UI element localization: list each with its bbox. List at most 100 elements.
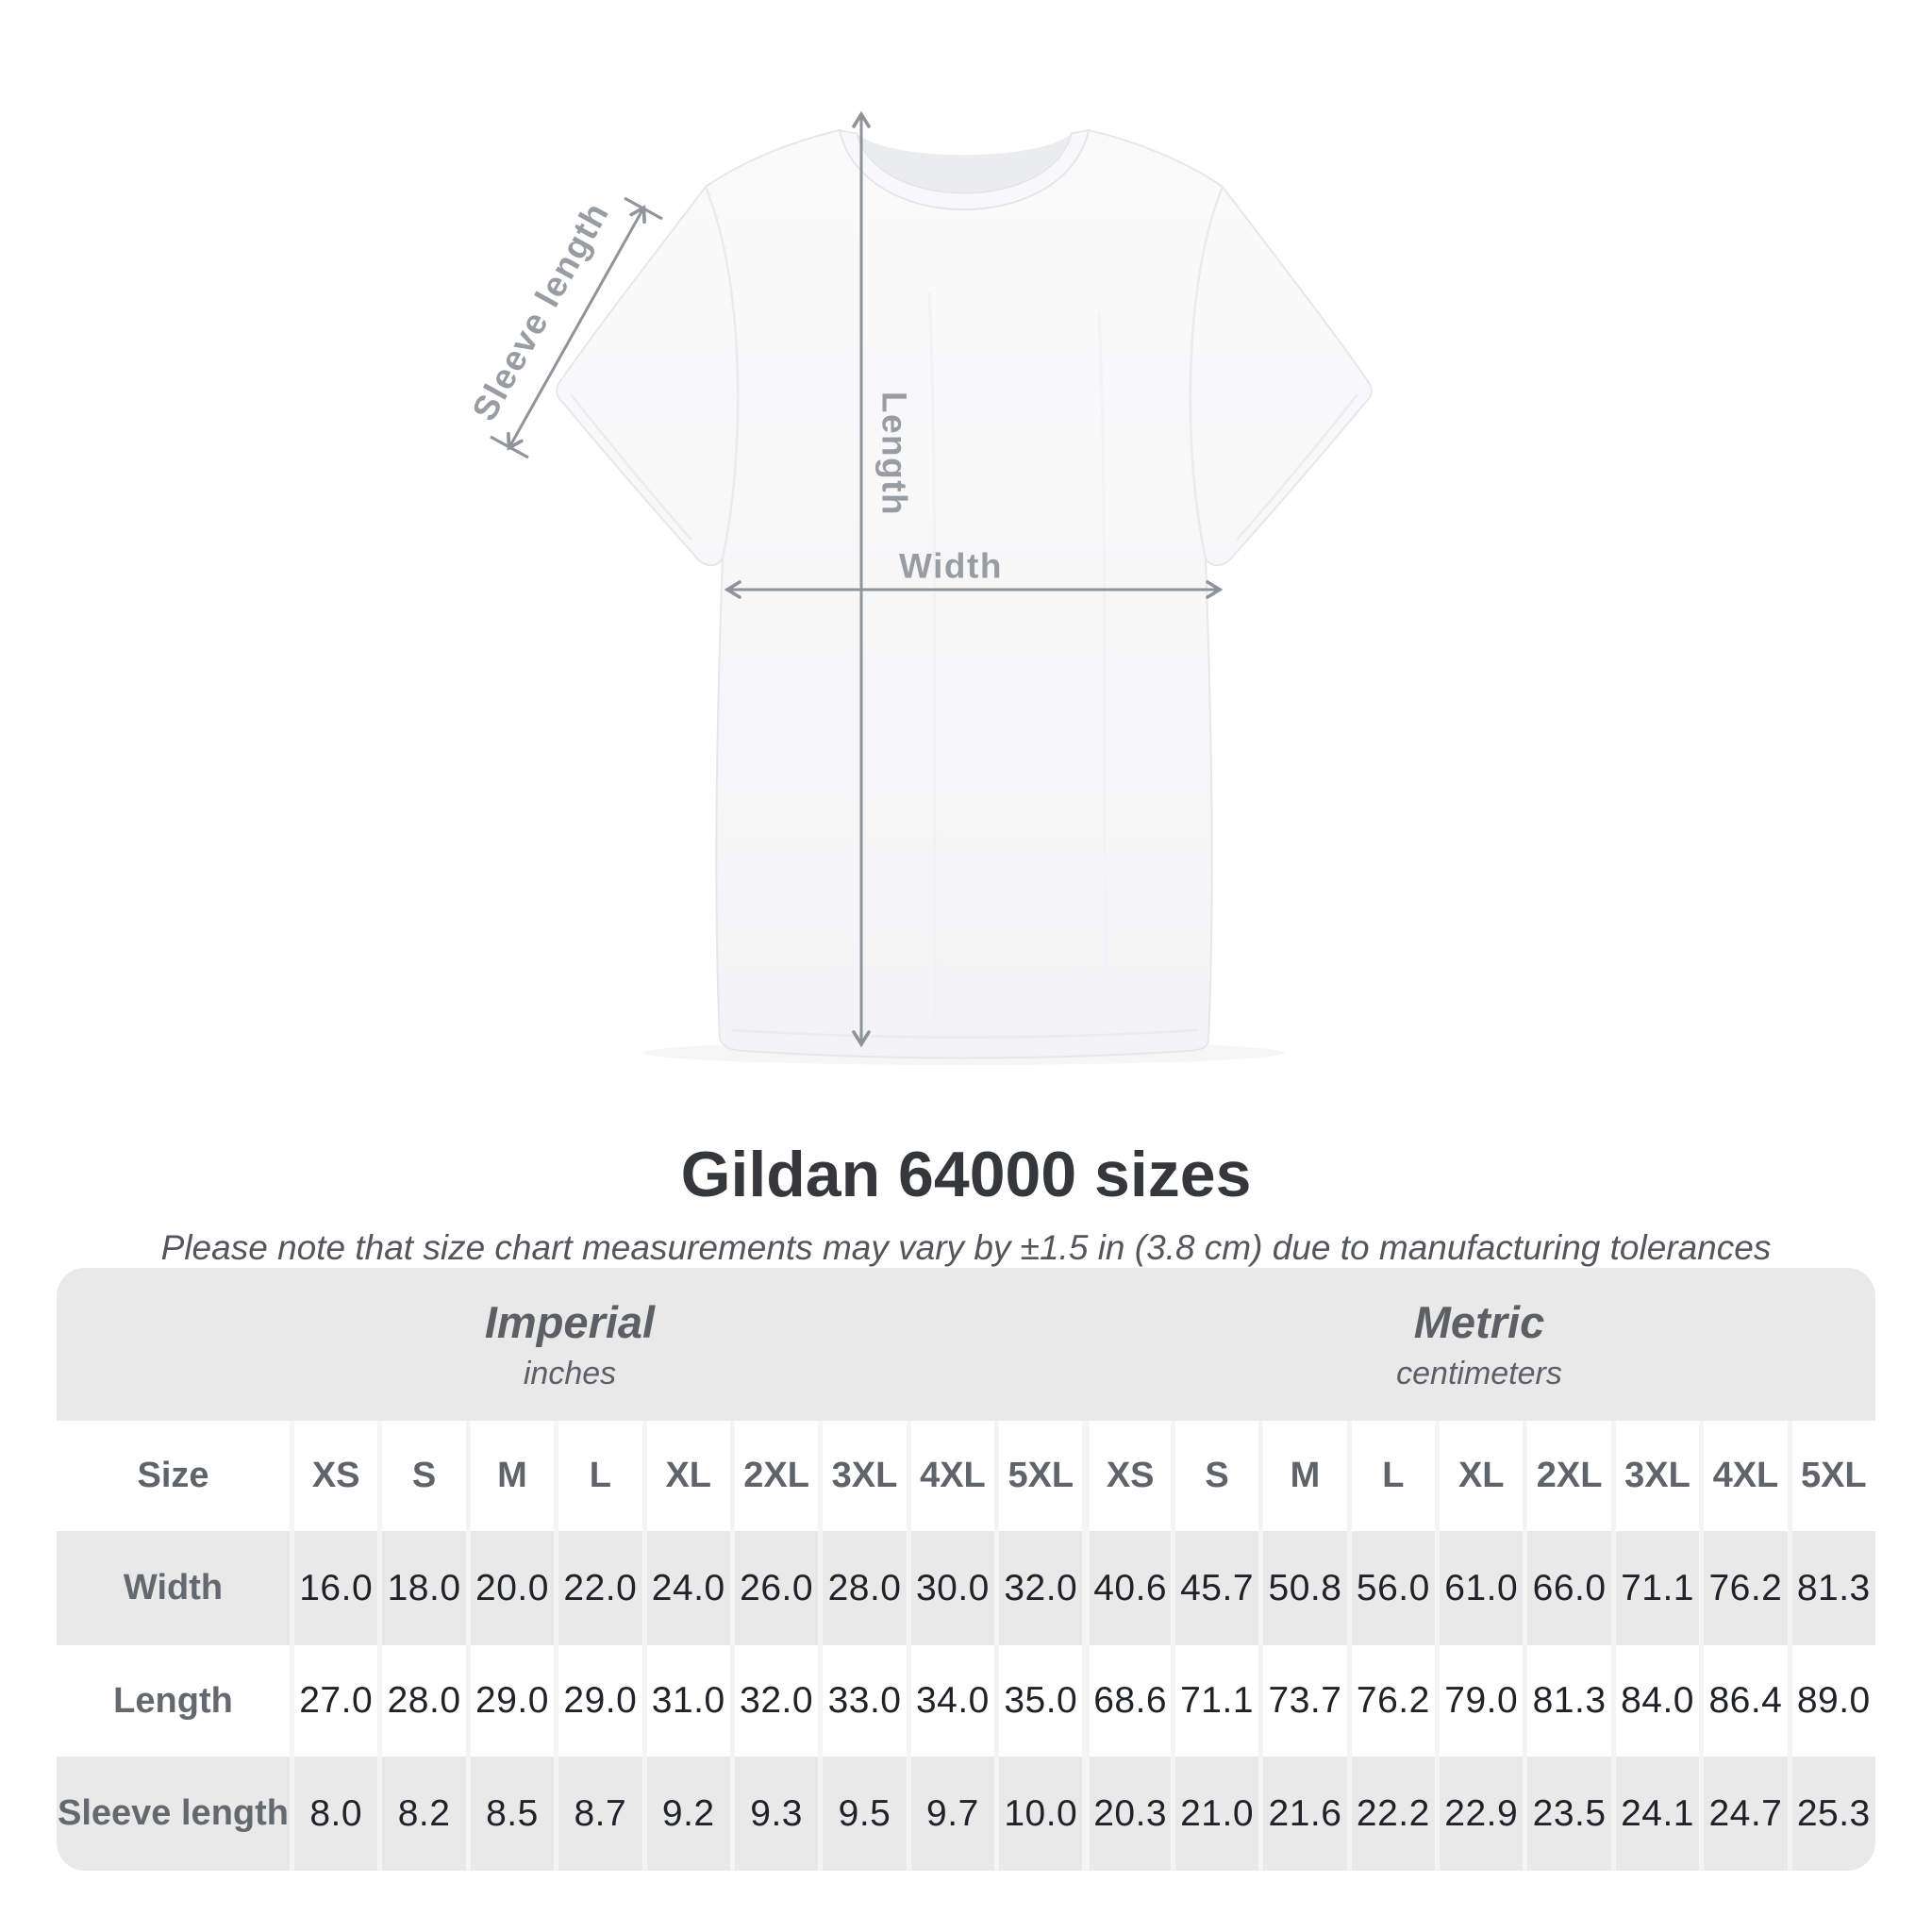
size-header-imperial-XS: XS: [290, 1421, 378, 1531]
value-cell-metric: 21.0: [1170, 1757, 1258, 1871]
metric-section-header: Metric centimeters: [1083, 1268, 1875, 1421]
metric-unit: centimeters: [1396, 1356, 1562, 1391]
size-header-metric-2XL: 2XL: [1523, 1421, 1611, 1531]
value-cell-imperial: 20.0: [465, 1531, 554, 1645]
sleeve-arrow-end-tick-top: [624, 196, 663, 221]
page-title: Gildan 64000 sizes: [680, 1139, 1252, 1210]
value-cell-imperial: 9.7: [906, 1757, 994, 1871]
size-header-metric-XL: XL: [1435, 1421, 1524, 1531]
value-cell-metric: 71.1: [1170, 1645, 1259, 1757]
left-armhole-seam: [704, 186, 740, 559]
value-cell-metric: 24.1: [1610, 1757, 1699, 1871]
value-cell-imperial: 32.0: [994, 1531, 1082, 1645]
value-cell-metric: 81.3: [1787, 1531, 1875, 1645]
size-table: Imperial inches Metric centimeters Size X…: [57, 1268, 1875, 1871]
value-cell-imperial: 26.0: [729, 1531, 818, 1645]
size-header-metric-XS: XS: [1082, 1421, 1171, 1531]
size-header-metric-M: M: [1258, 1421, 1347, 1531]
value-cell-imperial: 29.0: [554, 1645, 642, 1757]
length-label: Length: [875, 391, 914, 516]
value-cell-metric: 79.0: [1435, 1645, 1524, 1757]
value-cell-metric: 89.0: [1787, 1645, 1875, 1757]
value-cell-metric: 56.0: [1346, 1531, 1435, 1645]
shirt-body: [556, 129, 1373, 1059]
value-cell-imperial: 22.0: [554, 1531, 641, 1645]
collar-inner-shadow: [857, 133, 1072, 193]
value-cell-imperial: 9.2: [641, 1757, 730, 1871]
size-header-imperial-S: S: [377, 1421, 466, 1531]
value-cell-metric: 76.2: [1699, 1531, 1787, 1645]
value-cell-imperial: 29.0: [465, 1645, 555, 1757]
size-header-imperial-5XL: 5XL: [994, 1421, 1083, 1531]
value-cell-metric: 40.6: [1082, 1531, 1170, 1645]
tshirt-diagram: Sleeve length Length Width: [465, 110, 1373, 1059]
value-cell-imperial: 8.0: [290, 1757, 377, 1871]
value-cell-imperial: 8.5: [465, 1757, 554, 1871]
value-cell-metric: 84.0: [1610, 1645, 1700, 1757]
size-header-imperial-4XL: 4XL: [906, 1421, 995, 1531]
value-cell-metric: 81.3: [1523, 1645, 1611, 1757]
value-cell-imperial: 8.2: [377, 1757, 465, 1871]
size-header-imperial-M: M: [465, 1421, 555, 1531]
sleeve-arrow-end-tick-bottom: [490, 435, 529, 459]
value-cell-metric: 21.6: [1258, 1757, 1346, 1871]
value-cell-imperial: 33.0: [818, 1645, 907, 1757]
size-header-metric-3XL: 3XL: [1610, 1421, 1700, 1531]
value-cell-metric: 50.8: [1258, 1531, 1346, 1645]
value-cell-metric: 22.9: [1435, 1757, 1523, 1871]
imperial-unit: inches: [523, 1356, 617, 1391]
row-label: Sleeve length: [58, 1793, 289, 1833]
fabric-fold-2: [1097, 310, 1108, 1024]
imperial-title: Imperial: [484, 1297, 656, 1347]
metric-title: Metric: [1413, 1297, 1545, 1347]
row-label: Width: [123, 1568, 224, 1607]
value-cell-metric: 86.4: [1699, 1645, 1788, 1757]
value-cell-metric: 61.0: [1435, 1531, 1523, 1645]
value-cell-imperial: 8.7: [554, 1757, 641, 1871]
value-cell-metric: 45.7: [1170, 1531, 1258, 1645]
size-header-metric-4XL: 4XL: [1699, 1421, 1788, 1531]
value-cell-imperial: 18.0: [377, 1531, 465, 1645]
value-cell-metric: 25.3: [1787, 1757, 1875, 1871]
value-cell-imperial: 30.0: [906, 1531, 994, 1645]
value-cell-metric: 68.6: [1082, 1645, 1171, 1757]
size-header-imperial-XL: XL: [641, 1421, 730, 1531]
size-column-header: Size: [57, 1421, 290, 1531]
right-armhole-seam: [1189, 186, 1224, 559]
value-cell-metric: 22.2: [1346, 1757, 1435, 1871]
size-header-metric-S: S: [1170, 1421, 1259, 1531]
value-cell-metric: 71.1: [1610, 1531, 1699, 1645]
imperial-section-header: Imperial inches: [57, 1268, 1083, 1421]
value-cell-imperial: 24.0: [641, 1531, 730, 1645]
size-header-metric-5XL: 5XL: [1787, 1421, 1875, 1531]
value-cell-metric: 23.5: [1523, 1757, 1610, 1871]
width-label: Width: [899, 547, 1003, 586]
size-header-imperial-L: L: [554, 1421, 642, 1531]
value-cell-metric: 73.7: [1258, 1645, 1347, 1757]
size-header-imperial-2XL: 2XL: [729, 1421, 819, 1531]
value-cell-imperial: 31.0: [641, 1645, 730, 1757]
row-label: Length: [57, 1645, 290, 1757]
value-cell-imperial: 27.0: [290, 1645, 378, 1757]
hem-seam: [730, 1028, 1199, 1039]
value-cell-imperial: 9.3: [729, 1757, 818, 1871]
value-cell-metric: 76.2: [1346, 1645, 1436, 1757]
value-cell-imperial: 9.5: [818, 1757, 906, 1871]
value-cell-metric: 24.7: [1699, 1757, 1787, 1871]
value-cell-imperial: 35.0: [994, 1645, 1083, 1757]
value-cell-imperial: 34.0: [906, 1645, 995, 1757]
value-cell-metric: 66.0: [1523, 1531, 1610, 1645]
value-cell-imperial: 32.0: [729, 1645, 819, 1757]
size-header-metric-L: L: [1346, 1421, 1436, 1531]
value-cell-imperial: 28.0: [818, 1531, 906, 1645]
size-header-imperial-3XL: 3XL: [818, 1421, 907, 1531]
unit-section-headers: Imperial inches Metric centimeters: [57, 1268, 1875, 1421]
size-grid: Size XS S M L XL 2XL 3XL 4XL 5XL XS S M L XL 2XL 3XL 4XL 5…: [57, 1421, 1875, 1871]
tolerance-note: Please note that size chart measurements…: [160, 1228, 1772, 1267]
value-cell-imperial: 28.0: [377, 1645, 466, 1757]
value-cell-metric: 20.3: [1082, 1757, 1170, 1871]
fabric-fold-1: [927, 291, 938, 1024]
sleeve-length-arrow: [507, 205, 646, 451]
value-cell-imperial: 10.0: [994, 1757, 1082, 1871]
